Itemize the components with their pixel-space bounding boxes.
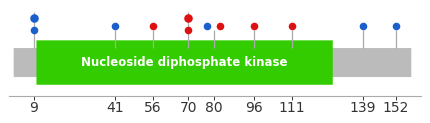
Point [31,17,37,19]
Point [289,25,296,27]
Point [393,25,399,27]
FancyBboxPatch shape [14,48,411,77]
Text: Nucleoside diphosphate kinase: Nucleoside diphosphate kinase [81,56,288,69]
Point [111,25,118,27]
Point [204,25,211,27]
FancyBboxPatch shape [37,40,333,85]
Point [185,29,192,31]
Point [150,25,157,27]
Point [251,25,258,27]
Point [185,17,192,19]
Point [31,29,37,31]
Point [360,25,367,27]
Point [217,25,224,27]
